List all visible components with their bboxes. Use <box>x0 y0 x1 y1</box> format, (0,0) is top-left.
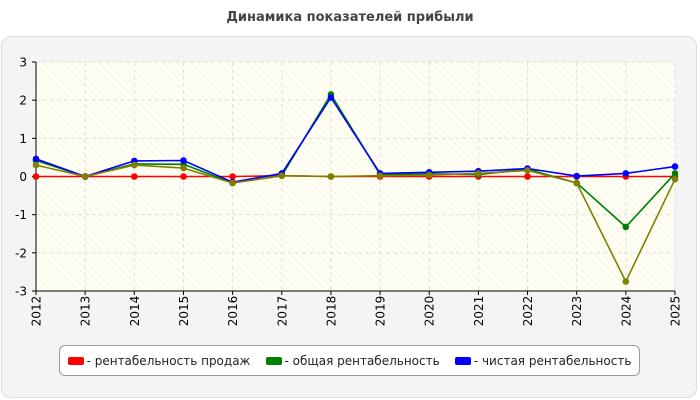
series-line <box>35 164 676 283</box>
data-point <box>180 157 187 164</box>
chart-title: Динамика показателей прибыли <box>226 10 474 25</box>
x-tick-label: 2022 <box>521 296 535 327</box>
legend-swatch <box>265 356 282 365</box>
data-point <box>425 171 433 179</box>
data-point <box>229 173 236 180</box>
legend-label: - общая рентабельность <box>284 353 440 368</box>
legend-label: - рентабельность продаж <box>86 353 251 368</box>
legend-item-total-profitability[interactable]: - общая рентабельность <box>265 353 440 368</box>
data-point <box>32 155 40 163</box>
data-point <box>376 172 384 179</box>
data-point <box>278 172 286 179</box>
y-tick-label: -1 <box>15 208 27 222</box>
x-tick-label: 2012 <box>30 296 44 327</box>
x-tick-label: 2013 <box>79 296 93 327</box>
y-tick-labels: 3 2 1 0 -1 -2 -3 <box>15 56 27 299</box>
data-point <box>81 173 89 180</box>
legend-label: - чистая рентабельность <box>473 353 632 368</box>
data-point <box>131 173 138 180</box>
y-tick-label: 1 <box>19 132 27 146</box>
x-tick-label: 2014 <box>128 296 142 327</box>
data-point <box>524 167 531 174</box>
data-point <box>573 179 580 187</box>
legend-item-sales-profitability[interactable]: - рентабельность продаж <box>67 353 251 368</box>
data-point <box>622 170 630 177</box>
data-point <box>32 173 40 180</box>
x-tick-label: 2015 <box>177 296 191 327</box>
data-point <box>229 179 236 187</box>
data-point <box>32 161 40 169</box>
x-tick-label: 2021 <box>472 296 486 327</box>
y-tick-label: 2 <box>19 94 27 108</box>
data-point <box>131 161 138 169</box>
legend-item-net-profitability[interactable]: - чистая рентабельность <box>454 353 632 368</box>
data-point <box>180 164 187 172</box>
y-tick-label: -3 <box>15 285 27 299</box>
y-tick-label: 0 <box>19 170 27 184</box>
y-tick-label: -2 <box>15 246 27 260</box>
x-tick-label: 2020 <box>423 296 437 327</box>
data-point <box>671 175 679 183</box>
legend-swatch <box>454 356 471 365</box>
series-group <box>32 91 679 285</box>
data-point <box>524 173 531 180</box>
x-tick-label: 2017 <box>275 296 289 327</box>
x-tick-labels: 2012 2013 2014 2015 2016 2017 2018 2019 2020 2021… <box>30 296 683 327</box>
data-point <box>180 173 187 180</box>
data-point <box>622 223 630 231</box>
data-point <box>671 170 679 177</box>
legend: - рентабельность продаж - общая рентабел… <box>59 345 640 376</box>
data-point <box>327 94 335 101</box>
data-point <box>475 170 482 177</box>
data-point <box>622 278 630 285</box>
data-point <box>573 172 580 180</box>
x-tick-label: 2023 <box>570 296 584 327</box>
x-tick-label: 2025 <box>669 296 683 327</box>
series-line <box>35 96 676 183</box>
x-tick-label: 2019 <box>374 296 388 327</box>
data-point <box>671 163 679 170</box>
x-tick-label: 2016 <box>226 296 240 327</box>
y-tick-label: 3 <box>19 56 27 70</box>
data-point <box>327 173 335 180</box>
x-tick-label: 2024 <box>619 296 633 327</box>
x-tick-label: 2018 <box>324 296 338 327</box>
legend-swatch <box>67 356 84 365</box>
